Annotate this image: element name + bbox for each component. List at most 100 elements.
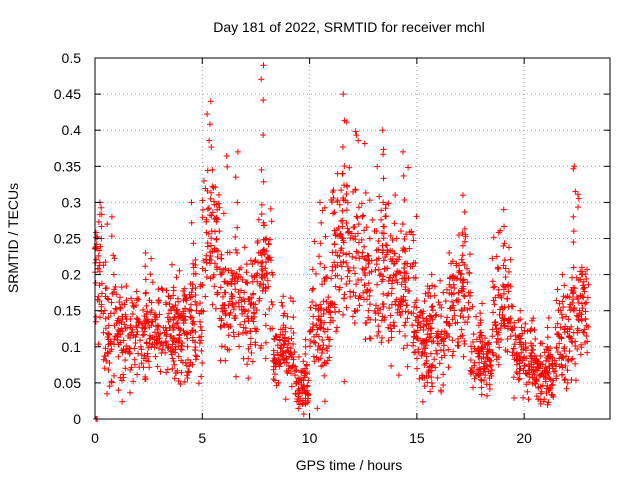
data-point xyxy=(391,323,398,330)
y-axis-label: SRMTID / TECUs xyxy=(5,183,21,293)
data-point xyxy=(184,335,191,342)
data-point xyxy=(339,207,346,214)
data-point xyxy=(175,313,182,320)
data-point xyxy=(502,346,509,353)
data-point xyxy=(501,240,508,247)
data-point xyxy=(417,312,424,319)
x-tick-label: 10 xyxy=(302,430,318,446)
data-point xyxy=(239,310,246,317)
data-point xyxy=(539,370,546,377)
data-point xyxy=(484,392,491,399)
data-point xyxy=(374,163,381,170)
data-point xyxy=(401,235,408,242)
data-point xyxy=(404,260,411,267)
data-point xyxy=(502,274,509,281)
data-point xyxy=(340,250,347,257)
data-point xyxy=(355,295,362,302)
data-point xyxy=(183,330,190,337)
data-point xyxy=(428,271,435,278)
data-point xyxy=(412,260,419,267)
data-point xyxy=(344,273,351,280)
data-point xyxy=(467,289,474,296)
data-point xyxy=(570,329,577,336)
data-point xyxy=(389,236,396,243)
data-point xyxy=(429,303,436,310)
data-point xyxy=(461,293,468,300)
data-point xyxy=(305,397,312,404)
data-point xyxy=(300,358,307,365)
data-point xyxy=(172,343,179,350)
data-point xyxy=(328,275,335,282)
data-point xyxy=(584,338,591,345)
data-point xyxy=(461,305,468,312)
data-point xyxy=(500,290,507,297)
data-point xyxy=(232,275,239,282)
data-point xyxy=(206,137,213,144)
data-point xyxy=(479,344,486,351)
data-point xyxy=(207,249,214,256)
data-point xyxy=(383,242,390,249)
data-point xyxy=(230,329,237,336)
data-point xyxy=(254,278,261,285)
data-point xyxy=(433,347,440,354)
data-point xyxy=(285,336,292,343)
data-point xyxy=(375,310,382,317)
data-point xyxy=(468,348,475,355)
x-tick-label: 0 xyxy=(91,430,99,446)
data-point xyxy=(338,187,345,194)
data-point xyxy=(427,313,434,320)
x-tick-label: 15 xyxy=(409,430,425,446)
data-point xyxy=(352,270,359,277)
data-point xyxy=(319,337,326,344)
data-point xyxy=(420,308,427,315)
data-point xyxy=(498,303,505,310)
data-point xyxy=(378,207,385,214)
data-point xyxy=(260,178,267,185)
data-point xyxy=(138,360,145,367)
data-point xyxy=(300,411,307,418)
data-point xyxy=(544,324,551,331)
data-point xyxy=(214,254,221,261)
data-point xyxy=(188,219,195,226)
x-tick-label: 5 xyxy=(198,430,206,446)
data-point xyxy=(177,346,184,353)
data-point xyxy=(129,326,136,333)
data-point xyxy=(282,396,289,403)
data-point xyxy=(375,323,382,330)
data-point xyxy=(173,320,180,327)
data-point xyxy=(224,321,231,328)
data-point xyxy=(400,345,407,352)
data-point xyxy=(516,370,523,377)
data-point xyxy=(401,269,408,276)
data-point xyxy=(102,325,109,332)
data-point xyxy=(518,324,525,331)
data-point xyxy=(285,363,292,370)
data-point xyxy=(427,325,434,332)
data-point xyxy=(123,343,130,350)
data-point xyxy=(537,340,544,347)
data-point xyxy=(415,348,422,355)
data-point xyxy=(115,387,122,394)
data-point xyxy=(553,361,560,368)
data-point xyxy=(405,309,412,316)
data-point xyxy=(149,279,156,286)
data-point xyxy=(193,307,200,314)
data-point xyxy=(477,319,484,326)
data-point xyxy=(317,301,324,308)
data-point xyxy=(473,313,480,320)
data-point xyxy=(346,277,353,284)
data-point xyxy=(123,283,130,290)
data-point xyxy=(175,377,182,384)
data-point xyxy=(145,344,152,351)
data-point xyxy=(215,200,222,207)
data-point xyxy=(339,223,346,230)
data-point xyxy=(177,313,184,320)
data-point xyxy=(264,277,271,284)
data-point xyxy=(114,317,121,324)
data-point xyxy=(121,301,128,308)
data-point xyxy=(364,252,371,259)
data-point xyxy=(287,295,294,302)
data-point xyxy=(522,347,529,354)
data-point xyxy=(116,299,123,306)
data-point xyxy=(427,334,434,341)
